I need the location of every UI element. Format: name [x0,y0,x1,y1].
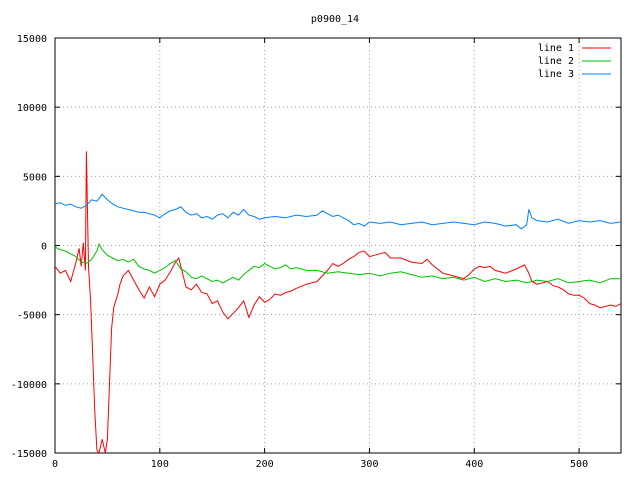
series-group [55,151,621,453]
y-tick-label: 5000 [23,172,47,183]
x-tick-label: 0 [52,459,58,470]
series-line-3 [55,193,621,230]
y-tick-label: -5000 [17,311,47,322]
y-tick-label: -10000 [11,380,47,391]
y-tick-label: -15000 [11,449,47,460]
chart-title: p0900_14 [311,14,359,25]
legend-label-1: line 1 [538,43,574,54]
legend-label-3: line 3 [538,69,574,80]
x-tick-label: 200 [256,459,274,470]
legend: line 1 line 2 line 3 [538,43,611,80]
axes: 0 100 200 300 400 500 -15000 -10000 -5000 0 5000 10… [11,34,622,470]
y-tick-label: 10000 [17,103,47,114]
series-line-1 [55,151,621,453]
series-line-2 [55,242,621,284]
legend-label-2: line 2 [538,56,574,67]
grid [55,38,621,453]
x-tick-label: 500 [570,459,588,470]
x-tick-label: 400 [465,459,483,470]
y-tick-label: 0 [41,242,47,253]
x-tick-label: 100 [151,459,169,470]
x-tick-label: 300 [360,459,378,470]
y-tick-label: 15000 [17,34,47,45]
